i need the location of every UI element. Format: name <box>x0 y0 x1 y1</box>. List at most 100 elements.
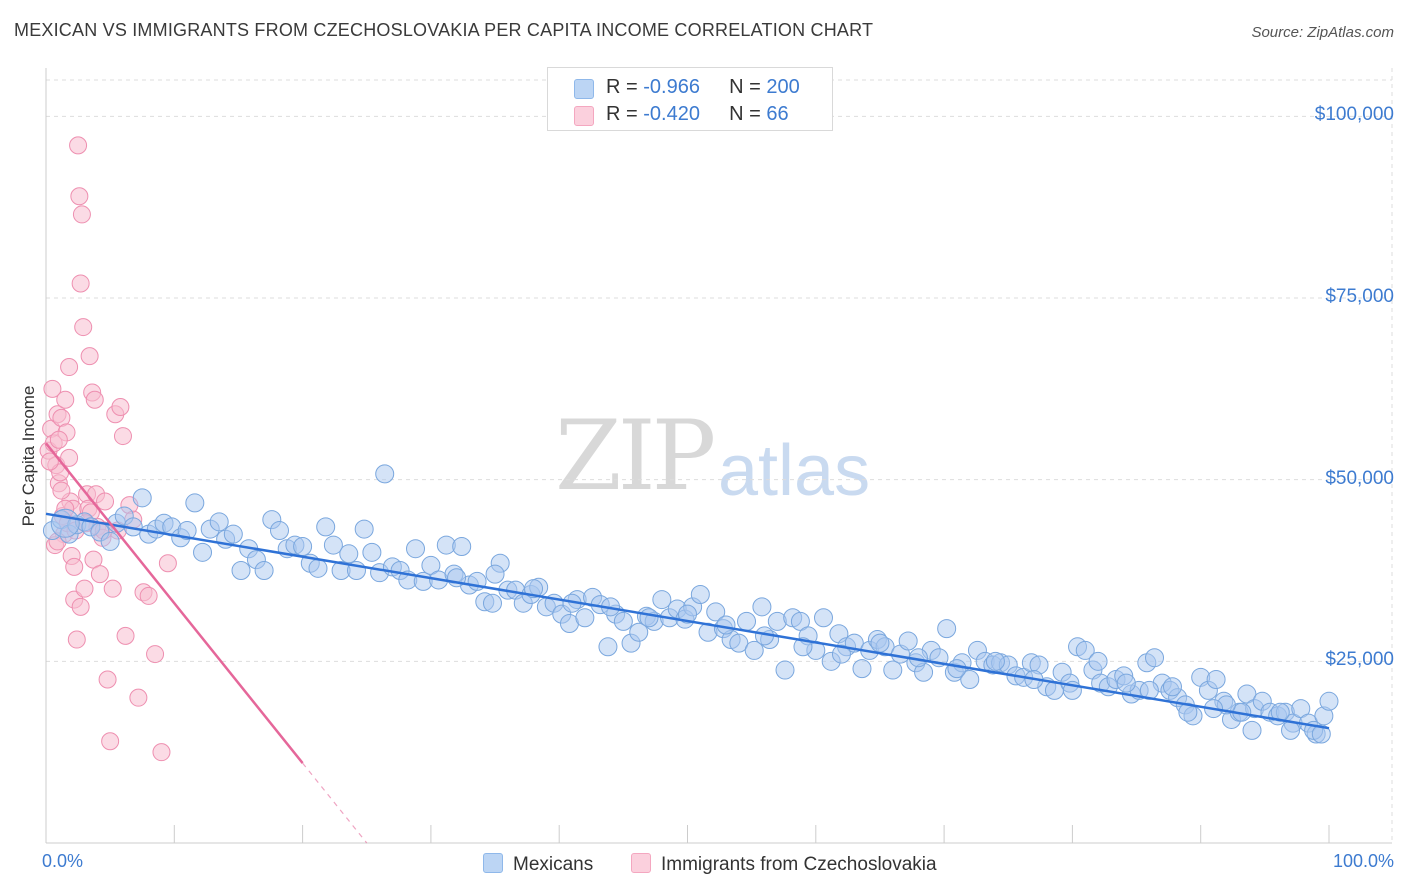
mexican-points <box>42 464 1339 744</box>
czech-point <box>75 579 94 598</box>
mexican-point <box>293 537 313 557</box>
mexican-point <box>339 544 359 564</box>
czech-point <box>67 630 86 649</box>
mexican-point <box>960 670 980 689</box>
czech-point <box>43 379 62 398</box>
watermark-zip: ZIP <box>555 400 716 512</box>
legend-n-value: 200 <box>766 76 800 98</box>
mexican-point <box>775 660 795 680</box>
czech-point <box>158 554 177 573</box>
mexican-point <box>985 651 1005 671</box>
mexican-point <box>254 561 274 580</box>
mexican-point <box>1116 673 1136 693</box>
grid-lines <box>46 68 1393 843</box>
czech-point <box>98 670 117 689</box>
mexican-point <box>231 561 251 580</box>
czech-point <box>96 492 115 511</box>
legend-r-label: R = <box>606 76 644 98</box>
mexican-point <box>524 579 544 599</box>
czech-point <box>71 597 90 616</box>
legend-n-label: N = <box>729 76 767 98</box>
legend-n-value: 66 <box>766 103 789 125</box>
czech-point <box>49 430 68 449</box>
mexican-point <box>482 593 502 613</box>
mexican-point <box>362 542 382 562</box>
mexican-point <box>1088 651 1108 671</box>
x-tick-max: 100.0% <box>1332 851 1394 871</box>
legend-swatch-pink <box>574 106 594 126</box>
mexican-point <box>1319 691 1339 711</box>
mexican-point <box>1178 702 1198 722</box>
mexican-point <box>744 640 764 660</box>
czech-point <box>72 205 91 224</box>
mexican-point <box>716 615 736 635</box>
czech-swatch <box>631 853 651 873</box>
czech-point <box>90 565 109 584</box>
mexican-point <box>354 519 374 539</box>
czech-point <box>146 645 165 664</box>
mexican-point <box>375 464 395 484</box>
mexicans-swatch <box>483 853 503 873</box>
czech-point <box>56 390 75 409</box>
mexican-point <box>575 608 595 628</box>
czech-point <box>139 586 158 605</box>
czech-point <box>129 688 148 707</box>
czech-point <box>85 390 104 409</box>
czech-point <box>71 274 90 293</box>
legend-item-czech[interactable]: Immigrants from Czechoslovakia <box>631 853 937 876</box>
mexican-point <box>690 584 710 604</box>
y-tick-label: $100,000 <box>1314 104 1394 126</box>
legend-item-mexicans[interactable]: Mexicans <box>483 853 593 876</box>
mexican-point <box>1206 670 1226 689</box>
mexican-point <box>898 631 918 651</box>
mexican-point <box>452 537 472 557</box>
czech-point <box>60 448 79 467</box>
mexican-point <box>223 524 243 544</box>
mexican-point <box>193 542 213 562</box>
mexican-point <box>706 602 726 622</box>
mexican-point <box>729 633 749 653</box>
mexican-point <box>185 493 205 513</box>
mexican-point <box>598 637 618 657</box>
mexican-point <box>639 608 659 628</box>
mexican-point <box>629 622 649 642</box>
mexican-point <box>209 512 229 532</box>
legend-n-label: N = <box>729 103 767 125</box>
mexicans-label: Mexicans <box>513 854 594 875</box>
czech-point <box>152 743 171 762</box>
mexican-point <box>323 535 343 555</box>
czech-point <box>80 347 99 366</box>
mexican-point <box>1075 640 1095 660</box>
source-label: Source: ZipAtlas.com <box>1251 24 1394 41</box>
x-tick-min: 0.0% <box>42 851 84 871</box>
mexican-point <box>177 521 197 541</box>
mexican-point <box>132 488 152 508</box>
y-tick-label: $25,000 <box>1325 649 1394 671</box>
czech-point <box>52 481 71 500</box>
mexican-point <box>613 611 633 631</box>
mexican-point <box>1145 648 1165 668</box>
czech-trend-extension <box>302 762 368 844</box>
czech-point <box>69 136 88 155</box>
czech-points <box>39 136 177 762</box>
mexican-point <box>937 619 957 639</box>
czech-point <box>65 557 84 576</box>
czech-point <box>116 626 135 645</box>
legend-r-value: -0.966 <box>643 76 700 98</box>
mexican-point <box>737 611 757 631</box>
mexican-point <box>831 644 851 664</box>
czech-point <box>111 398 130 416</box>
mexican-point <box>883 660 903 680</box>
axes <box>45 68 1392 844</box>
chart-title: MEXICAN VS IMMIGRANTS FROM CZECHOSLOVAKI… <box>14 20 874 40</box>
czech-point <box>40 452 59 471</box>
mexican-point <box>1162 677 1182 697</box>
mexicans-trend-line <box>45 512 1330 730</box>
mexican-point <box>870 633 890 653</box>
czech-point <box>103 579 122 598</box>
mexican-point <box>308 558 328 578</box>
czech-point <box>113 427 132 446</box>
mexican-point <box>947 659 967 679</box>
legend-r-value: -0.420 <box>643 103 700 125</box>
mexican-point <box>406 539 426 559</box>
